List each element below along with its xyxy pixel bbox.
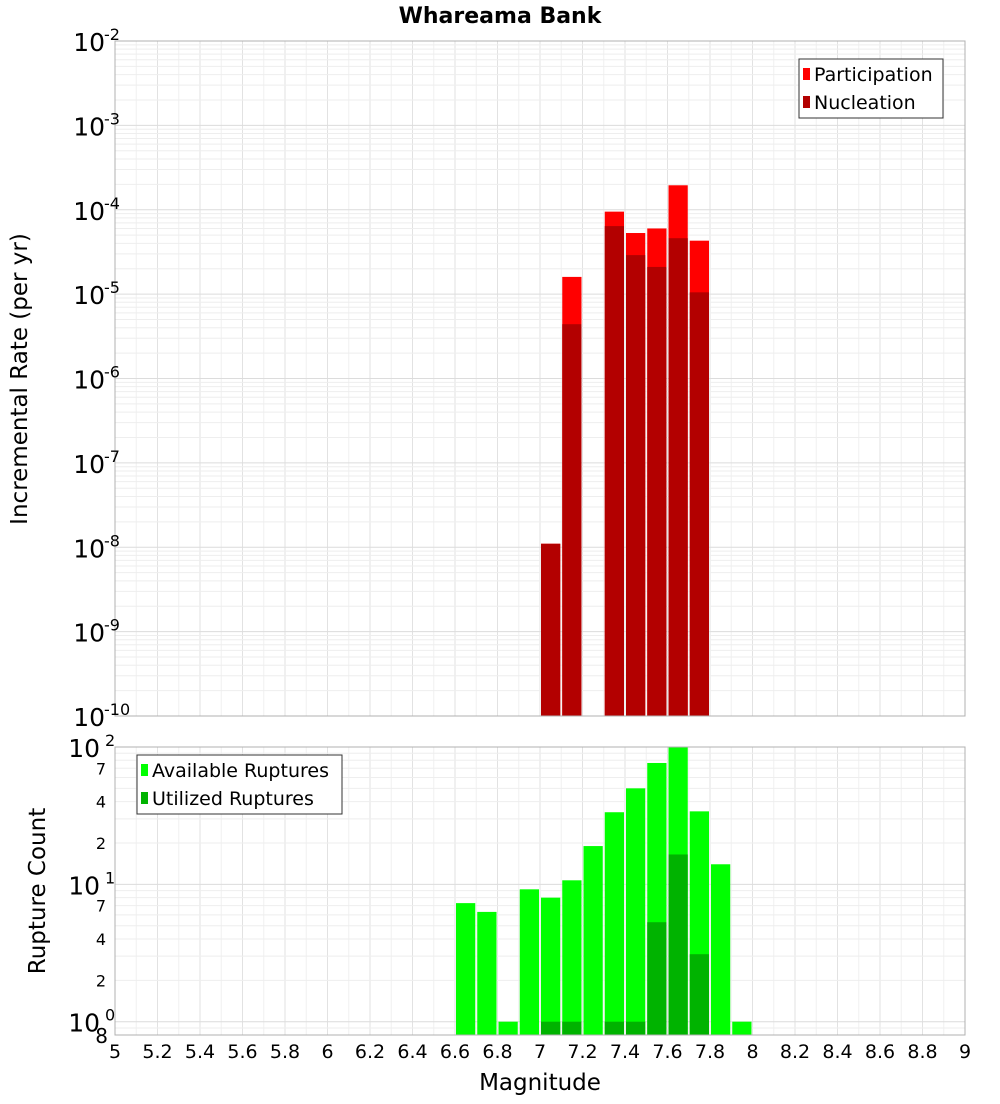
x-tick-label: 5.6 [227, 1041, 257, 1063]
nucleation-bar [647, 266, 667, 716]
bottom-legend-box [136, 754, 343, 815]
top-legend-swatch [803, 96, 810, 108]
top-plot-frame [114, 40, 966, 717]
x-tick-label: 6.4 [397, 1041, 427, 1063]
chart-title: Whareama Bank [399, 4, 603, 29]
top-y-tick-exponent: -7 [104, 447, 120, 466]
bottom-y-tick-label: 4 [96, 930, 106, 949]
bottom-y-tick-label: 7 [96, 897, 106, 916]
top-y-tick-label: 10 [73, 619, 105, 648]
top-y-tick-exponent: -8 [104, 531, 120, 550]
bottom-legend-swatch [141, 764, 148, 776]
top-y-tick-label: 10 [73, 534, 105, 563]
bottom-y-tick-label: 2 [96, 971, 106, 990]
bottom-legend-swatch [141, 792, 148, 804]
top-y-tick-label: 10 [73, 28, 105, 57]
nucleation-bar [689, 292, 709, 716]
available-ruptures-bar [583, 846, 603, 1035]
available-ruptures-bar [562, 880, 582, 1035]
available-ruptures-bar [456, 903, 476, 1035]
x-tick-label: 5.8 [270, 1041, 300, 1063]
nucleation-bar [626, 255, 646, 716]
nucleation-bar [604, 226, 624, 716]
available-ruptures-bar [732, 1021, 752, 1035]
top-y-tick-label: 10 [73, 703, 105, 732]
nucleation-bar [668, 238, 688, 716]
x-tick-label: 8.4 [822, 1041, 852, 1063]
top-y-tick-exponent: -10 [104, 700, 130, 719]
top-y-tick-label: 10 [73, 450, 105, 479]
x-tick-label: 7.8 [695, 1041, 725, 1063]
x-tick-label: 6.6 [440, 1041, 470, 1063]
utilized-ruptures-bar [647, 922, 667, 1035]
x-tick-label: 8 [746, 1041, 758, 1063]
bottom-y-tick-exponent: 1 [105, 868, 115, 887]
available-ruptures-bar [626, 788, 646, 1035]
x-tick-label: 8.6 [865, 1041, 895, 1063]
bottom-y-tick-exponent: 2 [105, 731, 115, 750]
bottom-y-axis-title: Rupture Count [25, 808, 51, 974]
top-y-tick-exponent: -4 [104, 194, 120, 213]
x-tick-label: 5 [109, 1041, 121, 1063]
top-legend-swatch [803, 68, 810, 80]
top-y-tick-exponent: -9 [104, 616, 120, 635]
bottom-y-tick-label: 4 [96, 793, 106, 812]
top-y-tick-exponent: -3 [104, 109, 120, 128]
utilized-ruptures-bar [541, 1021, 561, 1035]
top-legend-label: Participation [814, 64, 933, 86]
x-tick-label: 7.2 [567, 1041, 597, 1063]
x-tick-label: 5.4 [185, 1041, 215, 1063]
x-tick-label: 8.2 [780, 1041, 810, 1063]
top-y-tick-exponent: -5 [104, 278, 120, 297]
bottom-y-tick-label: 7 [96, 759, 106, 778]
utilized-ruptures-bar [689, 954, 709, 1035]
x-tick-label: 8.8 [907, 1041, 937, 1063]
bottom-y-tick-label: 10 [68, 734, 100, 763]
utilized-ruptures-bar [562, 1021, 582, 1035]
x-tick-label: 6.2 [355, 1041, 385, 1063]
utilized-ruptures-bar [626, 1021, 646, 1035]
top-y-tick-exponent: -2 [104, 25, 120, 44]
x-tick-label: 7.6 [652, 1041, 682, 1063]
x-axis-title: Magnitude [479, 1070, 601, 1096]
bottom-y-tick-label: 2 [96, 834, 106, 853]
x-tick-label: 6 [321, 1041, 333, 1063]
bottom-legend-label: Utilized Ruptures [152, 788, 314, 810]
x-tick-label: 5.2 [142, 1041, 172, 1063]
x-tick-label: 6.8 [482, 1041, 512, 1063]
top-legend-box [798, 58, 944, 119]
nucleation-bar [562, 324, 582, 716]
top-y-tick-exponent: -6 [104, 363, 120, 382]
bottom-plot-frame [114, 746, 966, 1036]
bottom-legend-label: Available Ruptures [152, 760, 329, 782]
x-tick-label: 9 [959, 1041, 971, 1063]
top-y-tick-label: 10 [73, 281, 105, 310]
bottom-y-tick-label: 10 [68, 871, 100, 900]
x-tick-label: 7 [534, 1041, 546, 1063]
available-ruptures-bar [541, 897, 561, 1035]
top-y-tick-label: 10 [73, 197, 105, 226]
available-ruptures-bar [498, 1021, 518, 1035]
utilized-ruptures-bar [668, 854, 688, 1035]
top-legend-label: Nucleation [814, 92, 916, 114]
x-tick-label: 7.4 [610, 1041, 640, 1063]
nucleation-bar [541, 543, 561, 716]
available-ruptures-bar [711, 864, 731, 1035]
bottom-y-tick-label: 8 [95, 1024, 108, 1048]
top-y-tick-label: 10 [73, 112, 105, 141]
bottom-y-tick-exponent: 0 [105, 1006, 115, 1025]
available-ruptures-bar [604, 812, 624, 1035]
utilized-ruptures-bar [604, 1021, 624, 1035]
available-ruptures-bar [477, 911, 497, 1035]
available-ruptures-bar [519, 889, 539, 1035]
top-y-tick-label: 10 [73, 366, 105, 395]
top-y-axis-title: Incremental Rate (per yr) [7, 233, 33, 525]
bottom-y-tick-label: 10 [68, 1009, 100, 1038]
